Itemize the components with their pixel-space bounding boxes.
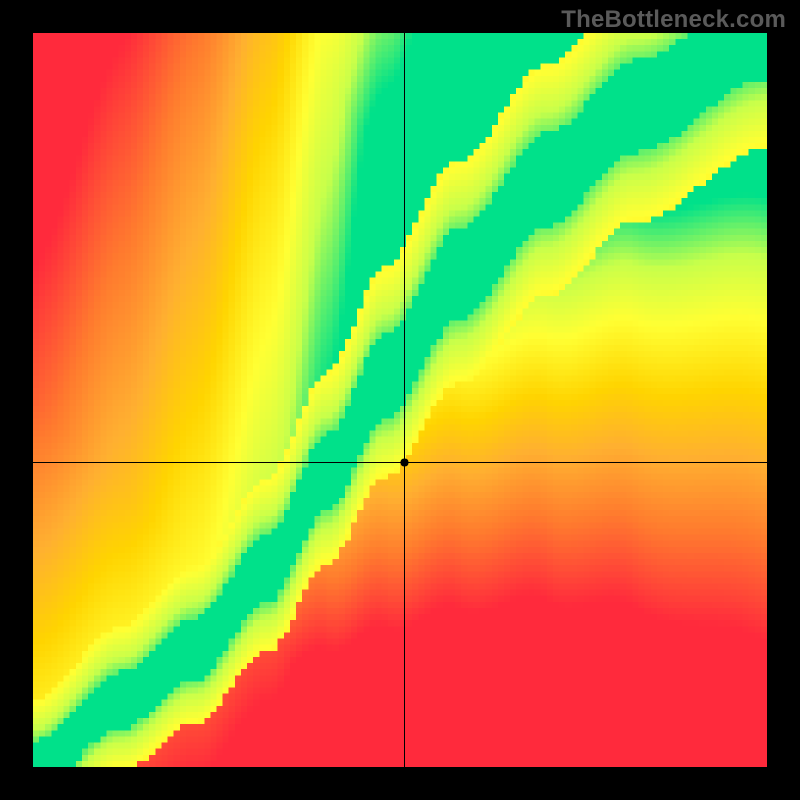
crosshair-overlay [33, 33, 767, 767]
root: TheBottleneck.com [0, 0, 800, 800]
watermark-text: TheBottleneck.com [561, 6, 786, 34]
